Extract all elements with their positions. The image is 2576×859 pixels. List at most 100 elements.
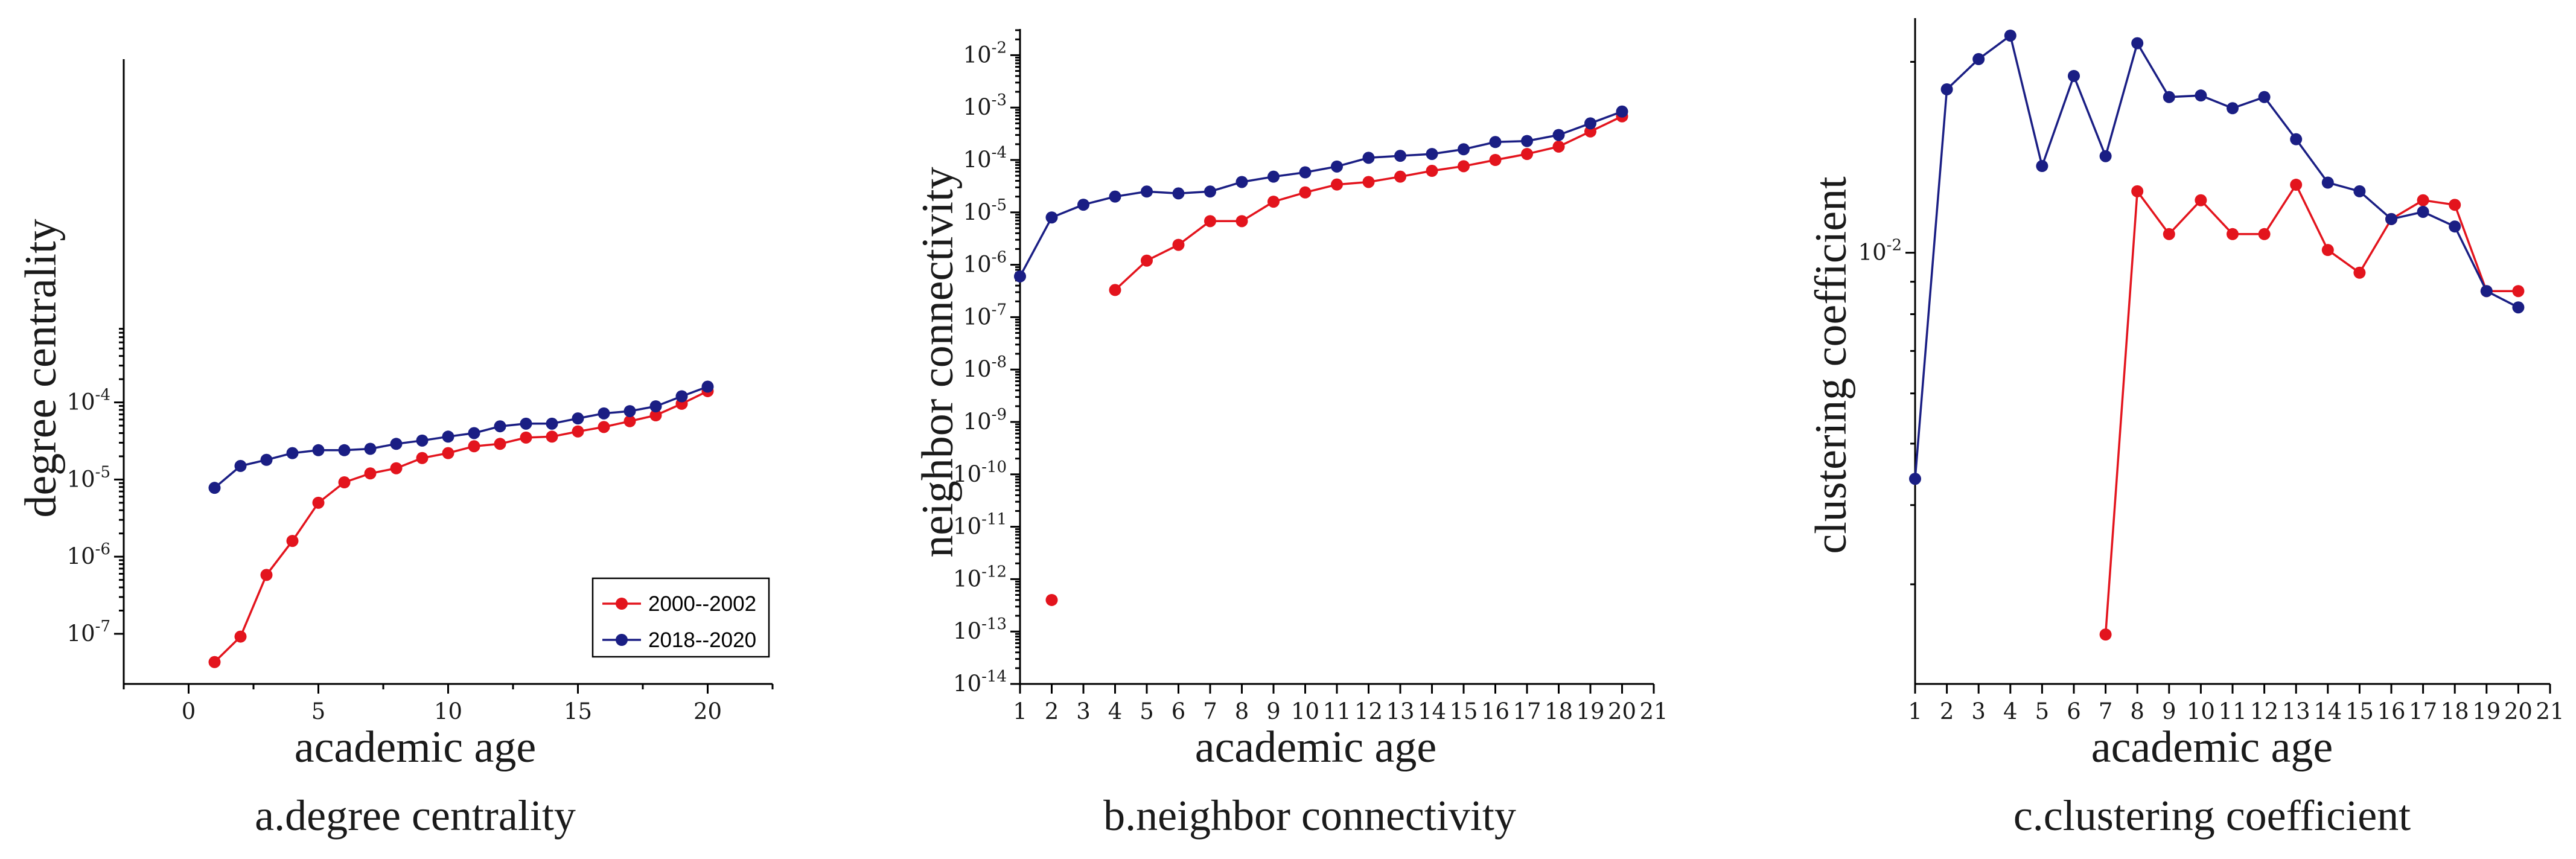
- data-point: [1299, 186, 1312, 199]
- data-point: [1141, 185, 1153, 198]
- x-tick-label: 14: [1418, 698, 1446, 724]
- series-2000--2002: [208, 385, 714, 668]
- panel-degree-centrality: degree centrality academic age a.degree …: [16, 59, 774, 840]
- data-point: [2353, 185, 2366, 197]
- x-axis-label: academic age: [1195, 723, 1437, 772]
- x-tick-label: 20: [693, 698, 722, 724]
- y-tick-label: 10-2: [1858, 237, 1902, 266]
- y-axis-label: clustering coefficient: [1806, 176, 1856, 554]
- x-tick-label: 21: [2536, 698, 2564, 724]
- data-point: [208, 656, 221, 668]
- x-tick-label: 1: [1908, 698, 1922, 724]
- data-point: [2385, 212, 2397, 225]
- x-tick-label: 4: [1108, 698, 1123, 724]
- data-point: [338, 444, 351, 456]
- data-point: [649, 400, 662, 413]
- x-tick-label: 8: [1235, 698, 1249, 724]
- x-tick-label: 2: [1940, 698, 1954, 724]
- data-point: [2449, 220, 2461, 233]
- panel-caption: b.neighbor connectivity: [1103, 791, 1516, 840]
- x-axis-label: academic age: [2091, 723, 2333, 772]
- data-point: [2004, 29, 2016, 42]
- data-point: [546, 417, 558, 430]
- data-point: [2163, 228, 2175, 240]
- data-point: [1489, 154, 1502, 166]
- x-tick-label: 9: [1266, 698, 1281, 724]
- legend: 2000--2002 2018--2020: [591, 577, 770, 658]
- data-point: [260, 453, 273, 466]
- data-point: [2131, 185, 2144, 197]
- data-point: [2227, 102, 2239, 115]
- x-tick-label: 10: [2187, 698, 2215, 724]
- data-point: [2068, 69, 2080, 82]
- y-tick-label: 10-2: [963, 39, 1007, 68]
- x-tick-label: 7: [1203, 698, 1217, 724]
- data-point: [1521, 135, 1533, 147]
- data-point: [520, 431, 532, 444]
- panel-caption: c.clustering coefficient: [2013, 791, 2411, 840]
- data-point: [2417, 194, 2429, 206]
- data-point: [2131, 37, 2144, 49]
- x-tick-label: 5: [2035, 698, 2050, 724]
- data-point: [1109, 284, 1121, 296]
- data-point: [2321, 244, 2334, 257]
- data-point: [2099, 150, 2112, 162]
- data-point: [1458, 143, 1470, 156]
- series-2000--2002: [2099, 179, 2525, 641]
- y-tick-label: 10-11: [953, 511, 1007, 540]
- data-point: [2353, 266, 2366, 279]
- data-point: [2195, 89, 2207, 102]
- data-point: [1172, 187, 1185, 200]
- data-point: [623, 415, 636, 427]
- series-2018--2020: [208, 380, 714, 494]
- x-tick-label: 3: [1971, 698, 1986, 724]
- y-tick-label: 10-6: [67, 540, 110, 569]
- data-point: [572, 425, 584, 438]
- x-tick-label: 13: [2282, 698, 2310, 724]
- x-tick-label: 6: [1172, 698, 1186, 724]
- data-point: [1235, 215, 1248, 228]
- data-point: [1204, 215, 1216, 228]
- data-point: [208, 482, 221, 494]
- y-tick-label: 10-7: [963, 301, 1007, 330]
- x-tick-label: 11: [1322, 698, 1351, 724]
- data-point: [2258, 228, 2271, 240]
- y-axis-label: degree centrality: [16, 219, 66, 517]
- y-tick-label: 10-13: [953, 615, 1007, 644]
- data-point: [1489, 136, 1502, 148]
- y-tick-label: 10-14: [953, 668, 1007, 697]
- x-tick-label: 19: [1576, 698, 1604, 724]
- data-point: [2512, 285, 2525, 298]
- data-point: [468, 427, 480, 439]
- data-point: [1141, 254, 1153, 267]
- data-point: [1972, 53, 1985, 65]
- data-point: [338, 476, 351, 489]
- x-tick-label: 11: [2218, 698, 2246, 724]
- data-point: [390, 438, 403, 450]
- x-tick-label: 4: [2003, 698, 2018, 724]
- data-point: [1045, 593, 1058, 606]
- x-tick-label: 12: [1354, 698, 1383, 724]
- data-point: [598, 407, 610, 420]
- data-point: [2227, 228, 2239, 240]
- data-point: [2099, 628, 2112, 641]
- data-point: [364, 442, 377, 455]
- x-tick-label: 20: [2504, 698, 2533, 724]
- data-point: [494, 420, 506, 433]
- data-point: [572, 412, 584, 425]
- x-tick-label: 0: [182, 698, 196, 724]
- data-point: [390, 462, 403, 474]
- data-point: [1331, 178, 1343, 191]
- x-tick-label: 20: [1608, 698, 1636, 724]
- data-point: [2417, 205, 2429, 218]
- data-point: [546, 430, 558, 443]
- data-point: [468, 440, 480, 453]
- data-point: [598, 421, 610, 433]
- y-tick-label: 10-9: [963, 406, 1007, 435]
- data-point: [2163, 91, 2175, 103]
- data-point: [1362, 176, 1375, 188]
- data-point: [416, 452, 429, 464]
- axes: [1905, 18, 2551, 694]
- x-tick-label: 16: [1481, 698, 1510, 724]
